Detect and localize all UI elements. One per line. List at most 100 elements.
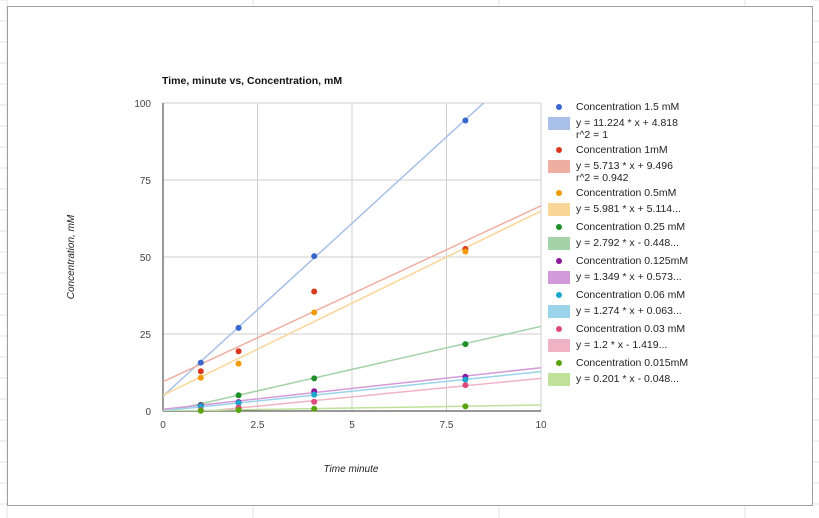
legend-trendline-entry: y = 5.713 * x + 9.496 r^2 = 0.942 <box>548 158 748 184</box>
legend-trendline-equation: y = 11.224 * x + 4.818 <box>576 117 678 129</box>
data-point <box>235 324 242 331</box>
legend-trendline-equation: y = 1.2 * x - 1.419... <box>576 339 668 351</box>
legend-series-label: Concentration 1mM <box>576 143 668 156</box>
chart-title: Time, minute vs, Concentration, mM <box>162 75 342 87</box>
legend-marker <box>548 252 570 269</box>
trendline <box>163 210 541 396</box>
legend-series-label: Concentration 1.5 mM <box>576 100 680 113</box>
legend-trendline-equation: y = 2.792 * x - 0.448... <box>576 237 680 249</box>
data-point <box>311 375 318 382</box>
legend-trendline-swatch <box>548 160 570 173</box>
legend-series-entry: Concentration 0.25 mM <box>548 218 748 235</box>
chart-container[interactable] <box>7 6 813 506</box>
legend-trendline-entry: y = 2.792 * x - 0.448... <box>548 235 748 252</box>
legend-trendline-swatch <box>548 373 570 386</box>
x-tick-label: 5 <box>349 420 355 431</box>
legend-trendline-swatch <box>548 305 570 318</box>
data-point <box>462 376 469 383</box>
legend-marker <box>548 218 570 235</box>
legend-series-entry: Concentration 1mM <box>548 141 748 158</box>
legend-series-label: Concentration 0.5mM <box>576 186 677 199</box>
legend-series-label: Concentration 0.03 mM <box>576 322 686 335</box>
trendline <box>163 205 541 383</box>
data-point <box>235 360 242 367</box>
data-point <box>235 407 242 414</box>
data-point <box>235 348 242 355</box>
trendline <box>163 103 485 397</box>
legend-series-entry: Concentration 0.5mM <box>548 184 748 201</box>
legend-series-label: Concentration 0.06 mM <box>576 288 686 301</box>
data-point <box>197 368 204 375</box>
data-point <box>311 391 318 398</box>
y-tick-label: 100 <box>134 99 151 110</box>
legend-trendline-equation: y = 5.981 * x + 5.114... <box>576 203 681 215</box>
trendlines <box>163 103 541 411</box>
data-point <box>462 403 469 410</box>
trendline <box>163 366 541 410</box>
legend-marker <box>548 141 570 158</box>
legend-trendline-entry: y = 0.201 * x - 0.048... <box>548 371 748 388</box>
y-tick-label: 75 <box>140 176 152 187</box>
chart-legend: Concentration 1.5 mM y = 11.224 * x + 4.8… <box>548 98 748 388</box>
legend-trendline-entry: y = 5.981 * x + 5.114... <box>548 201 748 218</box>
legend-trendline-swatch <box>548 271 570 284</box>
x-tick-label: 0 <box>160 420 166 431</box>
data-point <box>462 341 469 348</box>
legend-trendline-r-squared: r^2 = 0.942 <box>576 172 629 184</box>
data-point <box>462 382 469 389</box>
trendline <box>199 377 541 411</box>
legend-series-label: Concentration 0.015mM <box>576 356 689 369</box>
x-tick-label: 10 <box>535 420 547 431</box>
trendline <box>165 325 541 411</box>
legend-trendline-swatch <box>548 117 570 130</box>
y-tick-label: 50 <box>140 253 152 264</box>
data-point <box>311 405 318 412</box>
legend-trendline-entry: y = 1.274 * x + 0.063... <box>548 303 748 320</box>
data-point <box>197 359 204 366</box>
data-point <box>311 288 318 295</box>
legend-trendline-swatch <box>548 237 570 250</box>
y-axis-title: Concentration, mM <box>66 214 77 299</box>
data-point <box>311 309 318 316</box>
data-point <box>235 399 242 406</box>
legend-series-label: Concentration 0.125mM <box>576 254 689 267</box>
legend-series-entry: Concentration 0.03 mM <box>548 320 748 337</box>
data-point <box>197 407 204 414</box>
legend-series-entry: Concentration 0.125mM <box>548 252 748 269</box>
legend-trendline-entry: y = 11.224 * x + 4.818 r^2 = 1 <box>548 115 748 141</box>
legend-trendline-swatch <box>548 339 570 352</box>
legend-trendline-entry: y = 1.349 * x + 0.573... <box>548 269 748 286</box>
trendline <box>163 404 541 411</box>
x-axis-title: Time minute <box>324 464 379 475</box>
data-point <box>311 398 318 405</box>
gridlines <box>163 102 542 411</box>
x-tick-label: 7.5 <box>440 420 454 431</box>
legend-marker <box>548 354 570 371</box>
data-point <box>462 248 469 255</box>
data-point <box>311 253 318 260</box>
legend-marker <box>548 320 570 337</box>
legend-trendline-entry: y = 1.2 * x - 1.419... <box>548 337 748 354</box>
data-points <box>197 117 469 414</box>
legend-trendline-swatch <box>548 203 570 216</box>
legend-trendline-equation: y = 1.349 * x + 0.573... <box>576 271 682 283</box>
data-point <box>462 117 469 124</box>
y-tick-label: 25 <box>140 330 152 341</box>
data-point <box>235 392 242 399</box>
legend-trendline-equation: y = 0.201 * x - 0.048... <box>576 373 680 385</box>
data-point <box>197 374 204 381</box>
legend-marker <box>548 184 570 201</box>
legend-series-entry: Concentration 1.5 mM <box>548 98 748 115</box>
x-tick-label: 2.5 <box>251 420 265 431</box>
legend-trendline-equation: y = 1.274 * x + 0.063... <box>576 305 682 317</box>
legend-marker <box>548 98 570 115</box>
legend-trendline-equation: y = 5.713 * x + 9.496 <box>576 160 673 172</box>
legend-series-entry: Concentration 0.06 mM <box>548 286 748 303</box>
legend-series-label: Concentration 0.25 mM <box>576 220 686 233</box>
legend-trendline-r-squared: r^2 = 1 <box>576 129 609 141</box>
legend-series-entry: Concentration 0.015mM <box>548 354 748 371</box>
legend-marker <box>548 286 570 303</box>
y-tick-label: 0 <box>145 407 151 418</box>
trendline <box>163 370 541 411</box>
